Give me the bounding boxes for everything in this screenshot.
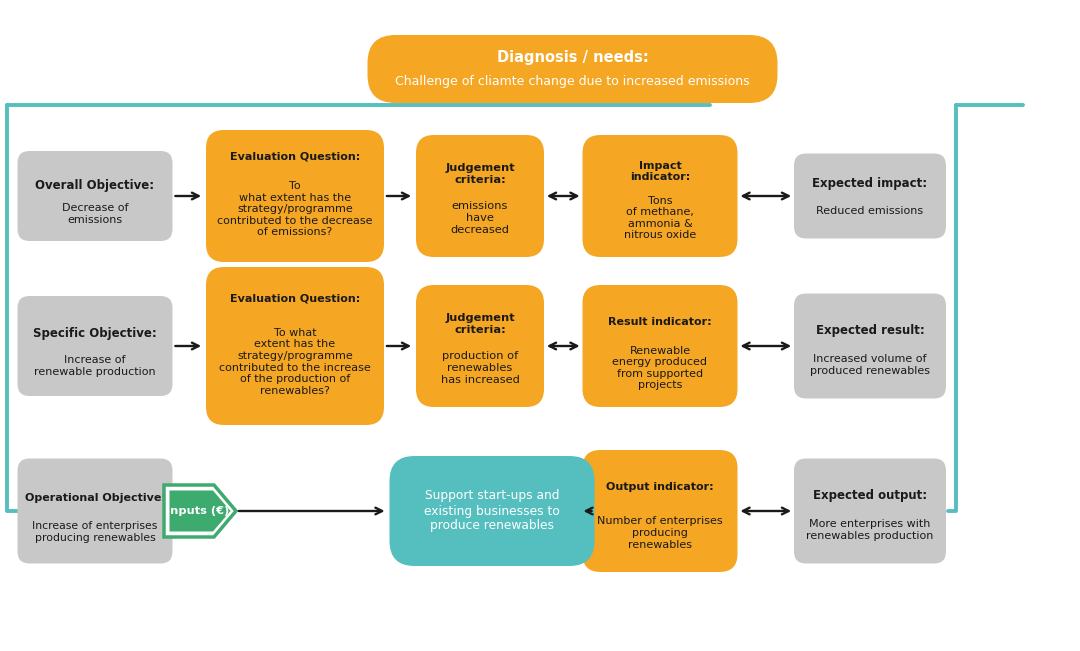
Text: To
what extent has the
strategy/programme
contributed to the decrease
of emissio: To what extent has the strategy/programm…: [217, 181, 373, 238]
FancyBboxPatch shape: [17, 151, 173, 241]
Text: Expected output:: Expected output:: [813, 489, 927, 502]
Text: Challenge of cliamte change due to increased emissions: Challenge of cliamte change due to incre…: [395, 76, 750, 89]
Text: Increase of enterprises
producing renewables: Increase of enterprises producing renewa…: [32, 521, 158, 543]
Text: Expected result:: Expected result:: [815, 324, 924, 337]
Text: production of
renewables
has increased: production of renewables has increased: [441, 352, 519, 385]
Text: Diagnosis / needs:: Diagnosis / needs:: [497, 51, 648, 66]
FancyBboxPatch shape: [367, 35, 778, 103]
Text: Judgement
criteria:: Judgement criteria:: [445, 313, 515, 335]
Polygon shape: [170, 490, 230, 531]
FancyBboxPatch shape: [794, 458, 946, 564]
FancyBboxPatch shape: [416, 285, 544, 407]
Text: More enterprises with
renewables production: More enterprises with renewables product…: [807, 519, 934, 541]
Text: Result indicator:: Result indicator:: [608, 316, 712, 327]
Text: Judgement
criteria:: Judgement criteria:: [445, 163, 515, 185]
Text: Support start-ups and
existing businesses to
produce renewables: Support start-ups and existing businesse…: [424, 490, 559, 533]
Text: Expected impact:: Expected impact:: [812, 177, 928, 189]
FancyBboxPatch shape: [582, 450, 738, 572]
Text: Reduced emissions: Reduced emissions: [816, 206, 923, 216]
FancyBboxPatch shape: [206, 267, 384, 425]
Text: Inputs (€): Inputs (€): [166, 506, 230, 516]
Text: Increase of
renewable production: Increase of renewable production: [35, 355, 156, 377]
Text: Evaluation Question:: Evaluation Question:: [230, 294, 360, 303]
Text: Evaluation Question:: Evaluation Question:: [230, 152, 360, 161]
FancyBboxPatch shape: [17, 296, 173, 396]
Text: Decrease of
emissions: Decrease of emissions: [62, 203, 129, 225]
Text: Impact
indicator:: Impact indicator:: [630, 161, 690, 182]
Text: To what
extent has the
strategy/programme
contributed to the increase
of the pro: To what extent has the strategy/programm…: [219, 328, 370, 396]
FancyBboxPatch shape: [206, 130, 384, 262]
Polygon shape: [164, 485, 237, 537]
FancyBboxPatch shape: [390, 456, 594, 566]
Text: Increased volume of
produced renewables: Increased volume of produced renewables: [810, 354, 930, 376]
Text: Specific Objective:: Specific Objective:: [33, 327, 157, 340]
FancyBboxPatch shape: [17, 458, 173, 564]
Text: emissions
have
decreased: emissions have decreased: [450, 201, 510, 234]
FancyBboxPatch shape: [794, 154, 946, 238]
FancyBboxPatch shape: [582, 285, 738, 407]
Text: Overall Objective:: Overall Objective:: [36, 179, 154, 191]
Text: Output indicator:: Output indicator:: [606, 482, 714, 492]
Text: Operational Objective:: Operational Objective:: [25, 493, 165, 503]
Text: Number of enterprises
producing
renewables: Number of enterprises producing renewabl…: [597, 516, 723, 549]
Text: Tons
of methane,
ammonia &
nitrous oxide: Tons of methane, ammonia & nitrous oxide: [624, 195, 697, 240]
FancyBboxPatch shape: [416, 135, 544, 257]
FancyBboxPatch shape: [582, 135, 738, 257]
Text: Renewable
energy produced
from supported
projects: Renewable energy produced from supported…: [612, 346, 707, 391]
FancyBboxPatch shape: [794, 294, 946, 398]
